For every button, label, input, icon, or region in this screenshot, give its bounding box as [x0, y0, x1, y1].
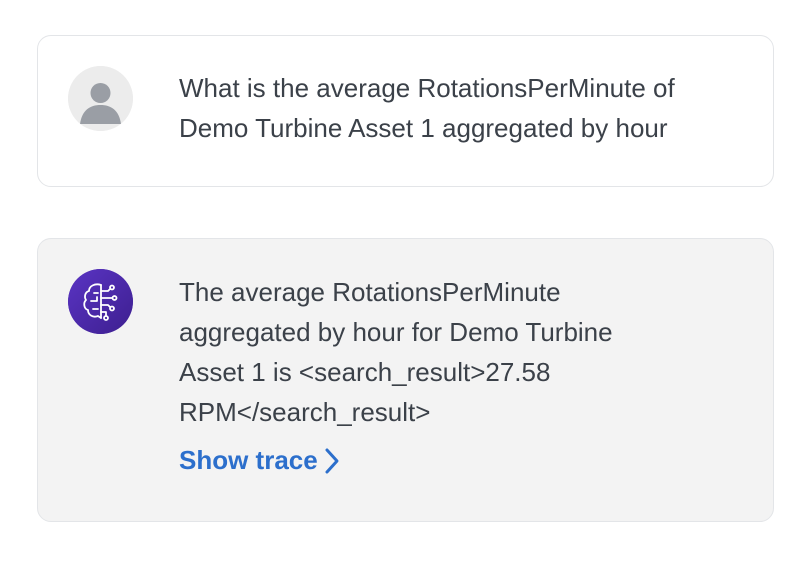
- assistant-message: The average RotationsPerMinute aggregate…: [37, 238, 774, 522]
- assistant-message-text: The average RotationsPerMinute aggregate…: [179, 277, 613, 427]
- user-message-text: What is the average RotationsPerMinute o…: [179, 73, 675, 143]
- user-avatar: [68, 66, 133, 131]
- ai-brain-icon: [68, 269, 133, 334]
- chevron-right-icon: [324, 447, 340, 475]
- show-trace-link[interactable]: Show trace: [179, 445, 340, 476]
- show-trace-label: Show trace: [179, 445, 318, 475]
- assistant-avatar: [68, 269, 133, 334]
- user-avatar-icon: [68, 66, 133, 131]
- user-message: What is the average RotationsPerMinute o…: [37, 35, 774, 187]
